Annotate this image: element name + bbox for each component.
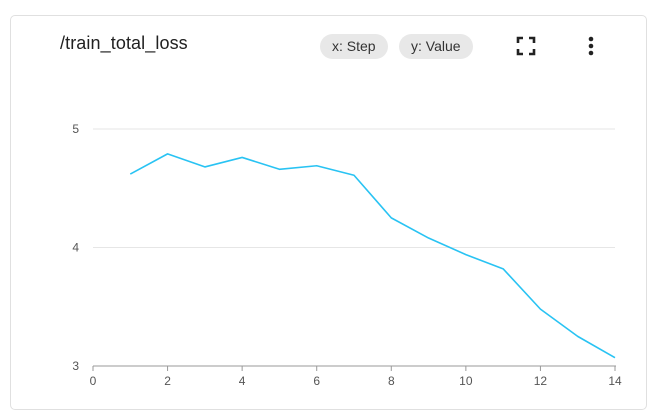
x-tick-label: 2 <box>164 374 171 388</box>
x-axis-chip[interactable]: x: Step <box>320 34 388 59</box>
y-axis-chip[interactable]: y: Value <box>399 34 473 59</box>
grid-lines <box>93 128 615 248</box>
x-tick-label: 0 <box>90 374 97 388</box>
x-tick-label: 4 <box>239 374 246 388</box>
y-axis-ticks: 3 4 5 <box>72 122 79 373</box>
series-line <box>129 153 616 359</box>
y-tick-label: 4 <box>72 241 79 255</box>
x-tick-label: 14 <box>608 374 622 388</box>
x-tick-label: 12 <box>534 374 548 388</box>
series-layer <box>129 153 616 359</box>
y-tick-label: 5 <box>72 122 79 136</box>
x-tick-label: 6 <box>313 374 320 388</box>
chart-title: /train_total_loss <box>60 33 188 53</box>
more-vert-icon-glyph <box>588 36 594 56</box>
chart-card <box>10 15 647 410</box>
fullscreen-icon-glyph <box>516 36 536 56</box>
x-axis-ticks: 0 2 4 6 8 10 12 14 <box>90 366 622 388</box>
x-tick-label: 10 <box>459 374 473 388</box>
x-tick-label: 8 <box>388 374 395 388</box>
more-vert-icon[interactable] <box>577 32 605 60</box>
fullscreen-icon[interactable] <box>512 32 540 60</box>
y-tick-label: 3 <box>72 359 79 373</box>
